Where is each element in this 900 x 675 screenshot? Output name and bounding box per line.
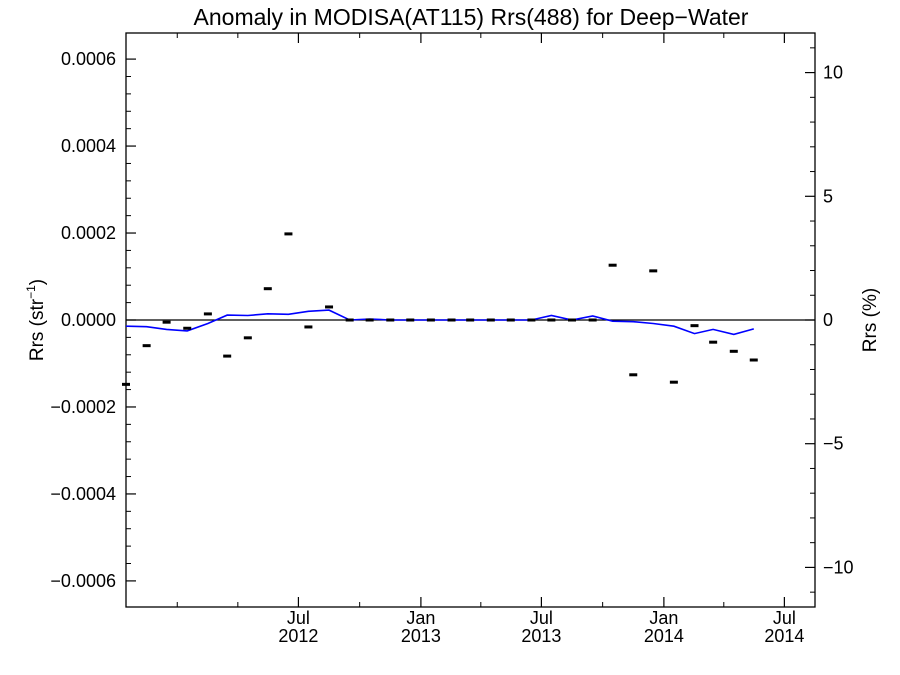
y-axis-left-label: Rrs (str−1) xyxy=(24,279,48,361)
x-tick-year-label: 2014 xyxy=(644,626,684,646)
anomaly-dash-marker xyxy=(506,318,515,322)
y-axis-left-label-text: Rrs (str xyxy=(27,298,48,361)
y-left-tick-label: 0.0006 xyxy=(61,49,116,69)
y-right-tick-label: 0 xyxy=(823,310,833,330)
anomaly-dash-marker xyxy=(466,318,475,322)
anomaly-dash-marker xyxy=(304,325,313,329)
x-tick-month-label: Jul xyxy=(287,608,310,628)
anomaly-dash-marker xyxy=(629,373,638,377)
anomaly-dash-marker xyxy=(568,318,577,322)
x-tick-month-label: Jan xyxy=(406,608,435,628)
x-tick-month-label: Jan xyxy=(649,608,678,628)
anomaly-dash-marker xyxy=(365,318,374,322)
series-layer xyxy=(122,232,758,386)
anomaly-dash-marker xyxy=(263,287,272,291)
x-tick-year-label: 2013 xyxy=(521,626,561,646)
anomaly-dash-marker xyxy=(284,232,293,236)
plot-area xyxy=(122,32,816,608)
anomaly-dash-marker xyxy=(669,380,678,384)
y-left-tick-label: −0.0002 xyxy=(50,397,116,417)
y-left-tick-label: 0.0004 xyxy=(61,136,116,156)
y-left-tick-label: 0.0002 xyxy=(61,223,116,243)
y-right-tick-label: 10 xyxy=(823,63,843,83)
anomaly-dash-marker xyxy=(345,318,354,322)
anomaly-dash-marker xyxy=(588,318,597,322)
y-axis-left-label-close: ) xyxy=(27,279,48,285)
x-tick-month-label: Jul xyxy=(773,608,796,628)
x-tick-year-label: 2013 xyxy=(401,626,441,646)
y-left-tick-label: 0.0000 xyxy=(61,310,116,330)
chart-title: Anomaly in MODISA(AT115) Rrs(488) for De… xyxy=(194,4,749,30)
y-left-tick-label: −0.0004 xyxy=(50,484,116,504)
anomaly-dash-marker xyxy=(608,263,617,267)
y-axis-right-label-text: Rrs (%) xyxy=(860,288,881,352)
anomaly-dash-marker xyxy=(223,354,232,358)
anomaly-dash-marker xyxy=(325,305,334,309)
x-tick-year-label: 2014 xyxy=(764,626,804,646)
y-right-tick-label: 5 xyxy=(823,186,833,206)
anomaly-percent-line xyxy=(125,309,755,336)
anomaly-dash-marker xyxy=(243,336,252,340)
anomaly-dash-marker xyxy=(749,358,758,362)
y-axis-left-label-superscript: −1 xyxy=(24,285,38,299)
y-axis-right-label: Rrs (%) xyxy=(860,288,881,352)
anomaly-dash-marker xyxy=(709,340,718,344)
anomaly-dash-marker xyxy=(486,318,495,322)
anomaly-dash-marker xyxy=(527,318,536,322)
anomaly-dash-marker xyxy=(183,326,192,330)
anomaly-dash-marker xyxy=(547,318,556,322)
anomaly-dash-marker xyxy=(386,318,395,322)
anomaly-dash-marker xyxy=(406,318,415,322)
anomaly-dash-marker xyxy=(162,320,171,324)
anomaly-dash-marker xyxy=(203,312,212,316)
anomaly-dash-marker xyxy=(142,344,151,348)
y-right-tick-label: −5 xyxy=(823,434,844,454)
axis-ticks xyxy=(126,33,815,607)
anomaly-dash-marker xyxy=(729,349,738,353)
anomaly-dash-marker xyxy=(447,318,456,322)
anomaly-dash-marker xyxy=(426,318,435,322)
y-left-tick-label: −0.0006 xyxy=(50,571,116,591)
anomaly-dash-marker xyxy=(649,269,658,273)
x-tick-year-label: 2012 xyxy=(278,626,318,646)
svg-text:Rrs (str−1): Rrs (str−1) xyxy=(24,279,48,361)
x-tick-month-label: Jul xyxy=(530,608,553,628)
anomaly-dash-marker xyxy=(122,382,130,386)
y-right-tick-label: −10 xyxy=(823,557,854,577)
anomaly-dash-marker xyxy=(690,324,699,328)
